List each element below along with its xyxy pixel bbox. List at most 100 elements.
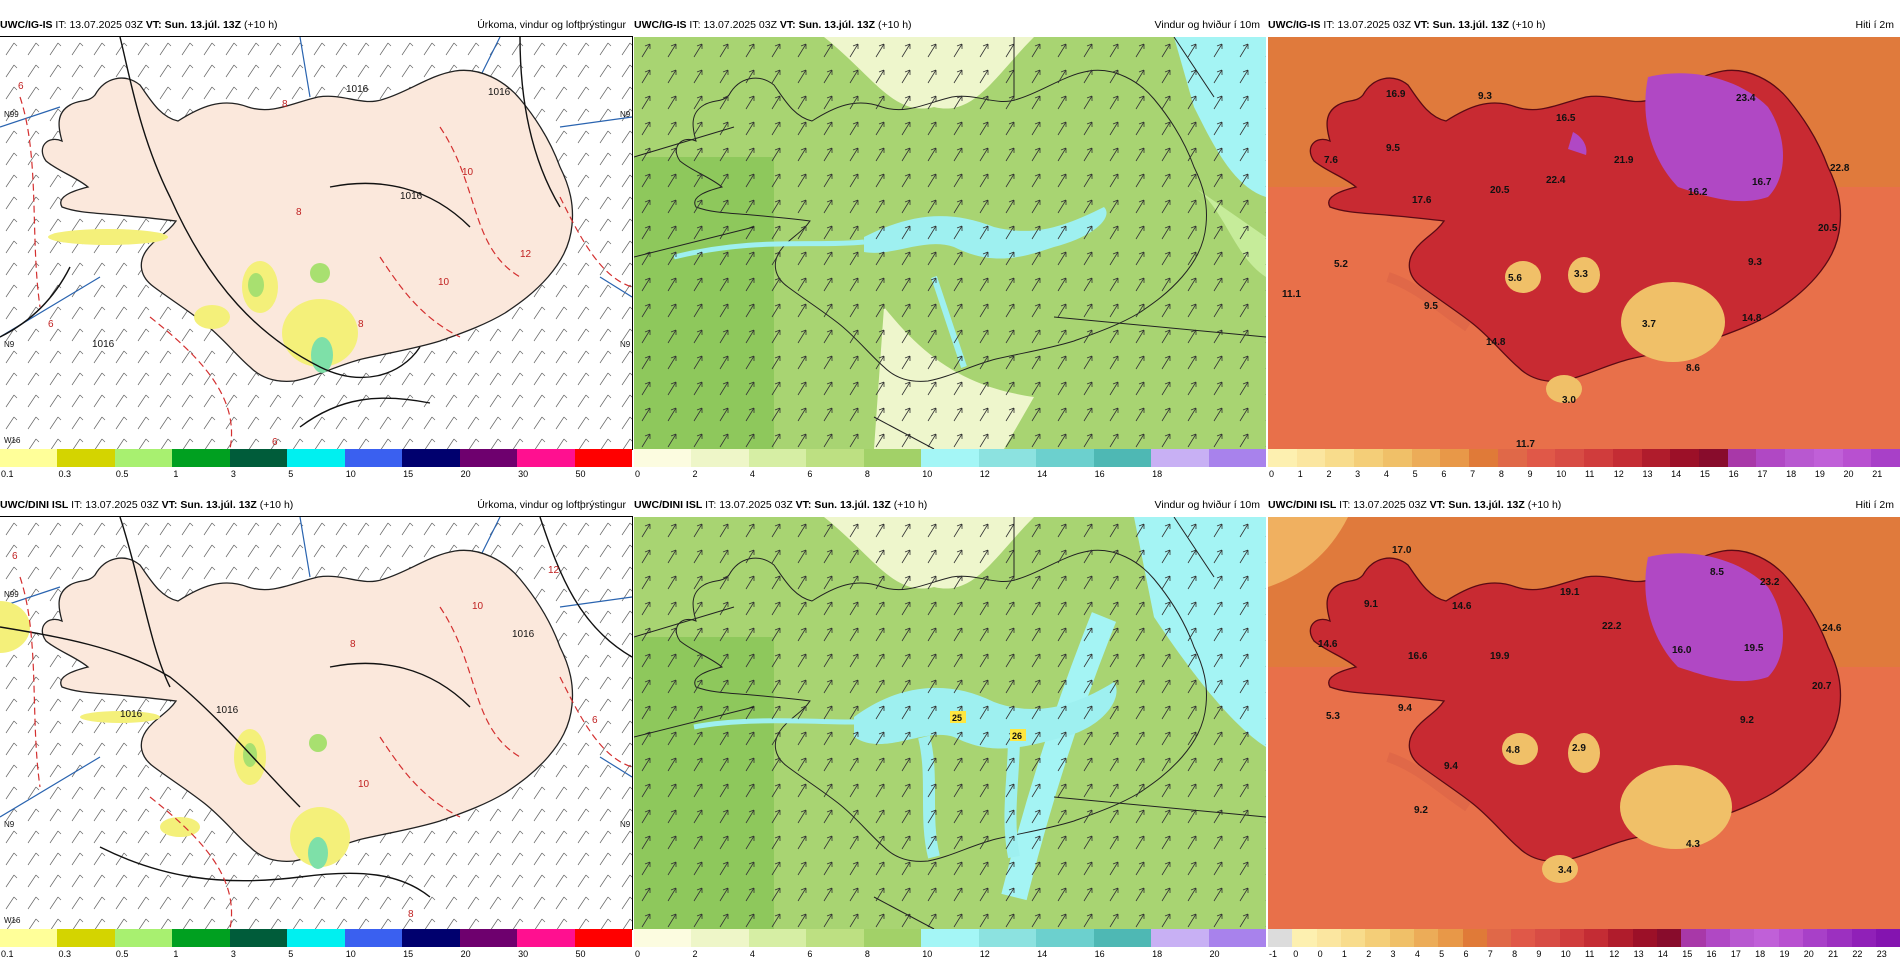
colorbar-swatch (1325, 449, 1355, 467)
vt-value: Sun. 13.júl. 13Z (798, 19, 876, 31)
temp-label: 5.2 (1334, 259, 1348, 270)
colorbar-tick: 0.5 (115, 949, 129, 959)
temp-label: 4.8 (1506, 745, 1520, 756)
it-label: IT: (1323, 19, 1335, 31)
colorbar-swatch (1670, 449, 1700, 467)
colorbar-tick: 5 (1439, 949, 1445, 959)
model-name: UWC/DINI ISL (1268, 499, 1337, 511)
colorbar-swatch (691, 929, 749, 947)
temp-label: 22.4 (1546, 175, 1566, 186)
temp-label: 3.0 (1562, 395, 1576, 406)
colorbar-tick: 20 (460, 949, 471, 959)
temp-label: 22.8 (1830, 163, 1850, 174)
colorbar-tick: 14 (1657, 949, 1668, 959)
colorbar-tick: 16 (1706, 949, 1717, 959)
panel-title: Vindur og hviður í 10m (1154, 19, 1260, 31)
lead-time: (+10 h) (1511, 19, 1546, 31)
colorbar-tick: 18 (1152, 469, 1163, 479)
colorbar-tick: 12 (979, 469, 990, 479)
colorbar-swatch (1555, 449, 1585, 467)
temp-label: 23.2 (1760, 577, 1780, 588)
colorbar-swatch (517, 449, 575, 467)
colorbar-swatch (1462, 929, 1487, 947)
colorbar-swatch (921, 449, 979, 467)
colorbar-tick: 23 (1876, 949, 1887, 959)
colorbar-tick: 1 (173, 469, 179, 479)
colorbar-tick: 4 (749, 469, 755, 479)
wind-colorbar (634, 449, 1266, 467)
colorbar-tick: 3 (1355, 469, 1361, 479)
colorbar-swatch (1778, 929, 1803, 947)
temp-contour-label: 12 (548, 565, 560, 576)
colorbar-swatch (1093, 929, 1152, 947)
colorbar-tick: 0 (1269, 469, 1275, 479)
vt-value: Sun. 13.júl. 13Z (814, 499, 891, 511)
colorbar-tick: 5 (288, 949, 294, 959)
temp-label: 20.5 (1490, 185, 1510, 196)
colorbar-tick: 4 (1383, 469, 1389, 479)
axis-label: N99 (4, 110, 19, 119)
colorbar-swatch (287, 929, 345, 947)
colorbar-swatch (748, 929, 807, 947)
colorbar-tick: 10 (922, 469, 933, 479)
colorbar-tick: 14 (1671, 469, 1682, 479)
temp-contour-label: 10 (472, 601, 484, 612)
model-name: UWC/DINI ISL (0, 499, 69, 511)
precip-colorbar (0, 449, 632, 467)
colorbar-tick: 20 (1209, 949, 1220, 959)
axis-label: N9 (4, 340, 15, 349)
vt-label: VT: (1429, 499, 1446, 511)
colorbar-tick: 50 (575, 949, 586, 959)
colorbar-tick: 8 (864, 469, 870, 479)
colorbar-swatch (748, 449, 807, 467)
colorbar-swatch (1365, 929, 1390, 947)
temp-label: 9.3 (1478, 91, 1492, 102)
colorbar-tick: 15 (403, 949, 414, 959)
wind-panel-ig-is: UWC/IG-IS IT: 13.07.2025 03Z VT: Sun. 13… (634, 15, 1266, 485)
colorbar-swatch (1681, 929, 1706, 947)
colorbar-ticks: 0.1 0.3 0.5 1 3 5 10 15 20 30 50 (0, 947, 632, 963)
it-label: IT: (55, 19, 67, 31)
colorbar-swatch (1151, 449, 1209, 467)
colorbar-tick: 8 (1498, 469, 1504, 479)
colorbar-tick: 1 (173, 949, 179, 959)
temp-label: 14.6 (1452, 601, 1472, 612)
temp-colorbar (1268, 449, 1900, 467)
it-value: 13.07.2025 03Z (1337, 19, 1411, 31)
colorbar-swatch (1813, 449, 1843, 467)
colorbar-swatch (114, 929, 173, 947)
colorbar-swatch (172, 929, 230, 947)
colorbar-swatch (574, 449, 632, 467)
temp-contour-label: 6 (272, 437, 278, 448)
colorbar-swatch (229, 449, 288, 467)
panel-title: Vindur og hviður í 10m (1154, 499, 1260, 511)
colorbar-swatch (1511, 929, 1536, 947)
axis-label: N99 (4, 590, 19, 599)
panel-header: UWC/DINI ISL IT: 13.07.2025 03Z VT: Sun.… (0, 495, 632, 515)
vt-label: VT: (161, 499, 178, 511)
colorbar-swatch (287, 449, 345, 467)
temp-label: 3.7 (1642, 319, 1656, 330)
colorbar-tick: 21 (1828, 949, 1839, 959)
model-name: UWC/IG-IS (634, 19, 687, 31)
colorbar-tick: 8 (864, 949, 870, 959)
temp-label: 9.2 (1414, 805, 1428, 816)
colorbar-swatch (1657, 929, 1682, 947)
isobar-label: 1016 (512, 629, 535, 640)
colorbar-tick: 6 (1441, 469, 1447, 479)
temperature-map: 17.0 8.5 23.2 9.1 14.6 19.1 22.2 24.6 14… (1268, 517, 1900, 929)
colorbar-swatch (1535, 929, 1560, 947)
colorbar-tick: 15 (1699, 469, 1710, 479)
colorbar-swatch (114, 449, 173, 467)
wind-colorbar (634, 929, 1266, 947)
colorbar-swatch (863, 449, 922, 467)
isobar-label: 1016 (216, 705, 239, 716)
panel-title: Úrkoma, vindur og loftþrýstingur (477, 19, 626, 31)
temp-label: 19.5 (1744, 643, 1764, 654)
temp-label: 9.3 (1748, 257, 1762, 268)
colorbar-tick: 16 (1094, 949, 1105, 959)
isobar-label: 1016 (120, 709, 143, 720)
temp-contour-label: 6 (592, 715, 598, 726)
colorbar-swatch (1827, 929, 1852, 947)
axis-label: W16 (4, 916, 21, 925)
